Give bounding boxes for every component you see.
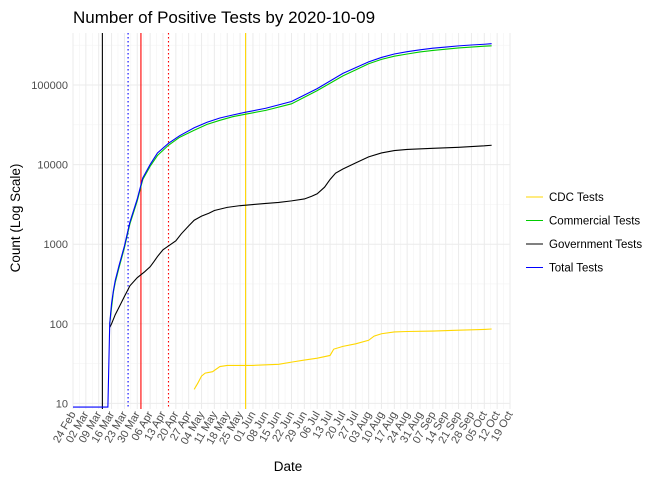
data-series	[73, 43, 492, 408]
y-tick-label: 100000	[31, 80, 68, 92]
legend-label: CDC Tests	[549, 192, 604, 204]
y-tick-label: 10000	[37, 160, 68, 172]
legend-item: CDC Tests	[526, 192, 604, 204]
y-tick-label: 100	[50, 319, 68, 331]
series-cdc-tests	[193, 328, 492, 390]
legend-label: Total Tests	[549, 263, 603, 275]
x-axis-title: Date	[274, 459, 303, 474]
legend-item: Commercial Tests	[526, 216, 640, 228]
minor-gridlines	[73, 33, 510, 409]
reference-lines	[101, 33, 247, 409]
y-axis-tick-labels: 10 100 1000 10000 100000	[31, 80, 68, 410]
legend-label: Commercial Tests	[549, 216, 640, 228]
chart-title: Number of Positive Tests by 2020-10-09	[73, 8, 375, 27]
y-tick-label: 10	[56, 398, 68, 410]
legend: CDC Tests Commercial Tests Government Test…	[526, 192, 642, 275]
series-total-tests	[73, 43, 492, 408]
y-axis-title: Count (Log Scale)	[8, 164, 23, 273]
major-gridlines	[72, 33, 511, 409]
legend-item: Government Tests	[526, 239, 642, 251]
series-government-tests	[109, 144, 492, 328]
series-commercial-tests	[109, 45, 492, 324]
legend-item: Total Tests	[526, 263, 603, 275]
legend-label: Government Tests	[549, 239, 642, 251]
y-tick-label: 1000	[44, 239, 68, 251]
